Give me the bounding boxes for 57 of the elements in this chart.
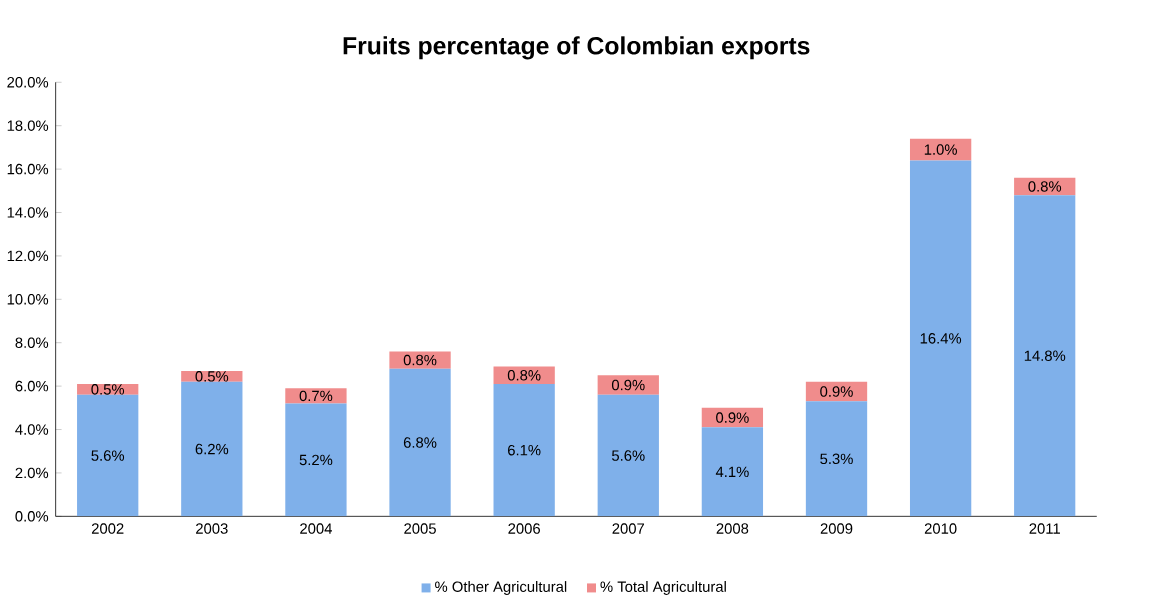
data-label: 5.2% bbox=[299, 454, 333, 466]
x-tick-label: 2009 bbox=[820, 523, 853, 534]
legend-label: % Total Agricultural bbox=[600, 581, 726, 595]
data-label: 6.1% bbox=[508, 444, 541, 456]
data-label: 0.7% bbox=[299, 390, 333, 402]
data-label: 16.4% bbox=[920, 333, 962, 344]
data-label: 1.0% bbox=[924, 144, 957, 155]
chart-title: Fruits percentage of Colombian exports bbox=[343, 36, 810, 60]
bar bbox=[389, 351, 451, 369]
y-tick-label: 4.0% bbox=[15, 424, 49, 435]
bar bbox=[285, 403, 347, 517]
data-label: 0.9% bbox=[820, 386, 853, 397]
legend-label: % Other Agricultural bbox=[435, 581, 567, 595]
x-tick-label: 2003 bbox=[196, 523, 228, 534]
bar bbox=[1014, 195, 1076, 517]
data-label: 0.8% bbox=[507, 370, 541, 381]
data-label: 6.8% bbox=[403, 437, 437, 448]
bar bbox=[77, 394, 139, 517]
x-tick-label: 2002 bbox=[91, 523, 124, 534]
data-label: 5.3% bbox=[820, 453, 853, 465]
y-tick-label: 10.0% bbox=[7, 294, 49, 305]
y-tick-label: 2.0% bbox=[15, 467, 49, 479]
data-label: 5.6% bbox=[611, 450, 645, 461]
x-tick-label: 2006 bbox=[508, 523, 540, 534]
bar bbox=[389, 368, 451, 517]
x-tick-label: 2010 bbox=[924, 523, 957, 534]
y-tick-label: 14.0% bbox=[7, 207, 49, 218]
data-label: 5.6% bbox=[91, 450, 125, 461]
data-label: 4.1% bbox=[715, 466, 749, 478]
data-label: 6.2% bbox=[195, 443, 229, 455]
data-label: 0.8% bbox=[1028, 181, 1062, 192]
data-label: 14.8% bbox=[1024, 350, 1066, 361]
bar bbox=[805, 401, 868, 517]
bar bbox=[909, 160, 972, 517]
data-label: 0.9% bbox=[716, 412, 749, 423]
y-tick-label: 18.0% bbox=[7, 120, 49, 131]
data-label: 0.5% bbox=[195, 371, 229, 382]
y-tick-label: 8.0% bbox=[15, 337, 49, 348]
bar bbox=[597, 375, 659, 395]
y-tick-label: 12.0% bbox=[7, 250, 49, 262]
bar bbox=[285, 388, 347, 404]
x-tick-label: 2005 bbox=[404, 523, 436, 534]
y-tick-label: 16.0% bbox=[7, 163, 49, 175]
data-label: 0.5% bbox=[91, 384, 125, 395]
bar bbox=[597, 394, 659, 517]
y-tick-label: 6.0% bbox=[15, 380, 49, 392]
x-tick-label: 2011 bbox=[1029, 523, 1060, 534]
y-tick-label: 20.0% bbox=[7, 77, 49, 88]
x-tick-label: 2007 bbox=[612, 523, 645, 534]
x-tick-label: 2008 bbox=[716, 523, 749, 534]
data-label: 0.9% bbox=[611, 379, 645, 391]
bar bbox=[701, 427, 764, 517]
x-tick-label: 2004 bbox=[300, 523, 332, 534]
bar bbox=[181, 381, 243, 517]
data-label: 0.8% bbox=[403, 354, 437, 366]
y-tick-label: 0.0% bbox=[15, 511, 49, 522]
bar bbox=[493, 383, 555, 517]
